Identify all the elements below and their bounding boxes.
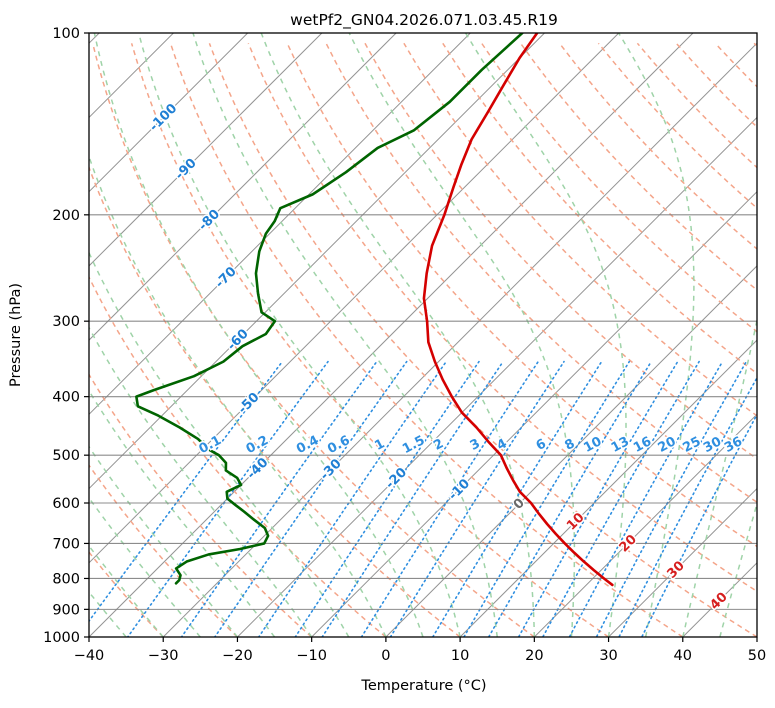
mixing-ratio-label: 25 — [680, 434, 703, 456]
moist-adiabat — [682, 316, 757, 637]
moist-adiabat — [348, 33, 576, 637]
x-tick-label: −30 — [148, 648, 179, 664]
mixing-ratio-line — [257, 360, 447, 637]
moist-adiabat — [192, 33, 498, 637]
x-tick-label: −10 — [296, 648, 327, 664]
isotherm-line — [533, 413, 757, 637]
dry-adiabat — [325, 42, 757, 504]
mixing-ratio-line — [462, 360, 631, 637]
isotherm-line — [89, 33, 620, 564]
moist-adiabat — [89, 251, 350, 637]
x-tick-label: 20 — [525, 648, 543, 664]
dry-adiabat — [403, 42, 757, 417]
dry-adiabat — [130, 43, 610, 637]
isotherm-line — [459, 339, 757, 637]
mixing-ratio-label: 20 — [656, 434, 679, 456]
sounding-curves — [135, 33, 614, 587]
dry-adiabat — [89, 550, 164, 637]
y-tick-label: 600 — [52, 496, 80, 512]
mixing-ratio-label: 16 — [631, 434, 654, 456]
moist-adiabat — [89, 326, 313, 637]
moist-adiabat — [617, 33, 695, 637]
isotherm-line — [237, 116, 757, 637]
isotherm-line — [89, 33, 545, 490]
x-tick-label: 50 — [748, 648, 766, 664]
moist-adiabat — [464, 33, 627, 637]
dry-adiabat — [89, 275, 387, 637]
isotherm-line — [385, 265, 757, 637]
isotherm-line — [89, 33, 249, 193]
x-tick-label: −20 — [222, 648, 253, 664]
isotherm-line — [89, 33, 323, 267]
y-tick-label: 400 — [52, 390, 80, 406]
y-tick-label: 100 — [52, 26, 80, 42]
mixing-ratio-label: 36 — [722, 434, 745, 456]
x-tick-label: 40 — [674, 648, 692, 664]
plot-border — [88, 32, 758, 638]
dry-adiabat — [89, 165, 461, 637]
isotherm-line — [89, 33, 397, 341]
mixing-ratio-label: 10 — [581, 434, 604, 456]
moist-adiabat — [260, 33, 536, 637]
x-axis-label: Temperature (°C) — [360, 678, 486, 694]
dry-adiabat — [169, 43, 684, 637]
mixing-ratio-line — [487, 360, 652, 637]
y-tick-label: 1000 — [43, 630, 80, 646]
mixing-ratio-line — [640, 413, 757, 637]
axes — [84, 32, 758, 642]
dry-adiabat — [89, 464, 238, 637]
dewpoint-curve — [135, 33, 524, 585]
y-tick-label: 200 — [52, 208, 80, 224]
dry-adiabat — [442, 42, 757, 375]
isotherm-line — [311, 190, 757, 637]
x-tick-label: 10 — [451, 648, 469, 664]
isotherm-line — [89, 33, 694, 637]
y-tick-label: 300 — [52, 314, 80, 330]
isotherm-line — [162, 42, 757, 637]
moist-adiabat — [89, 389, 276, 637]
x-tick-label: 0 — [381, 648, 390, 664]
isotherm-line — [89, 33, 471, 416]
y-tick-label: 500 — [52, 448, 80, 464]
x-tick-label: −40 — [74, 648, 105, 664]
y-tick-label: 700 — [52, 536, 80, 552]
mixing-ratio-line — [431, 360, 603, 637]
temperature-curve — [422, 33, 614, 587]
chart-title: wetPf2_GN04.2026.071.03.45.R19 — [290, 11, 558, 30]
mixing-ratio-label: 13 — [609, 434, 632, 456]
moist-adiabat — [93, 33, 424, 637]
background-reference-lines — [89, 33, 757, 637]
y-axis-label: Pressure (hPa) — [8, 283, 24, 387]
y-tick-label: 800 — [52, 571, 80, 587]
grid-lines — [89, 33, 757, 637]
x-tick-label: 30 — [599, 648, 617, 664]
moist-adiabat — [137, 33, 461, 637]
isotherm-line — [608, 487, 757, 637]
moist-adiabat — [719, 501, 757, 637]
moist-adiabat — [89, 445, 238, 637]
y-tick-label: 900 — [52, 602, 80, 618]
mixing-ratio-label: 30 — [701, 434, 724, 456]
